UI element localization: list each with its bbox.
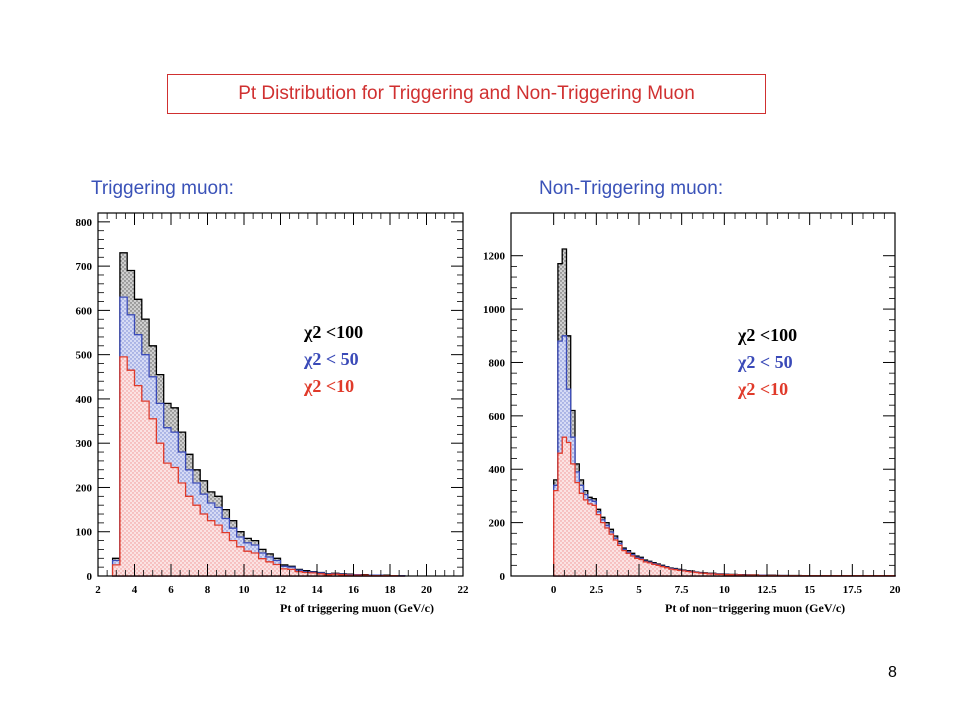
- legend-entry-chi10: χ2 <10: [737, 379, 788, 399]
- y-tick-label: 300: [76, 438, 93, 450]
- x-tick-label: 22: [458, 584, 470, 596]
- x-tick-label: 14: [312, 584, 324, 596]
- x-tick-label: 16: [348, 584, 360, 596]
- x-tick-label: 8: [205, 584, 211, 596]
- slide-title: Pt Distribution for Triggering and Non-T…: [167, 74, 766, 114]
- y-tick-label: 200: [489, 518, 506, 530]
- triggering-muon-chart: 0 100 200 300 400 500 600 700 800 2 4 6 8 10 12 14 16 18 2…: [76, 212, 470, 615]
- non-triggering-muon-chart: 0 200 400 600 800 1000 1200 0 2.5 5 7.5 10 12.5 15 17.…: [483, 212, 902, 615]
- x-tick-label: 18: [385, 584, 397, 596]
- x-tick-label: 2: [95, 584, 101, 596]
- page-number: 8: [888, 664, 897, 681]
- x-tick-label: 17.5: [843, 584, 863, 596]
- legend-entry-chi50: χ2 < 50: [737, 352, 793, 372]
- x-tick-label: 2.5: [589, 584, 603, 596]
- y-tick-label: 600: [489, 411, 506, 423]
- y-tick-label: 100: [76, 527, 93, 539]
- x-tick-label: 12.5: [757, 584, 777, 596]
- y-tick-label: 400: [76, 394, 93, 406]
- x-tick-label: 4: [132, 584, 138, 596]
- x-tick-label: 5: [636, 584, 642, 596]
- x-tick-label: 20: [890, 584, 902, 596]
- triggering-muon-heading: Triggering muon:: [91, 178, 234, 199]
- y-tick-label: 0: [500, 571, 506, 583]
- x-tick-label: 7.5: [675, 584, 689, 596]
- y-tick-label: 800: [489, 357, 506, 369]
- non-triggering-muon-heading: Non-Triggering muon:: [539, 178, 724, 199]
- x-tick-label: 0: [551, 584, 557, 596]
- x-axis-label: Pt of non−triggering muon (GeV/c): [665, 601, 845, 615]
- x-axis-label: Pt of triggering muon (GeV/c): [280, 601, 434, 615]
- y-tick-label: 1000: [483, 304, 506, 316]
- y-tick-label: 1200: [483, 251, 506, 263]
- x-tick-label: 10: [719, 584, 731, 596]
- histogram-series-chi10: [553, 436, 896, 577]
- x-tick-label: 6: [168, 584, 174, 596]
- histogram-series-chi10: [111, 356, 405, 577]
- y-tick-label: 200: [76, 482, 93, 494]
- y-tick-label: 700: [76, 261, 93, 273]
- y-tick-label: 500: [76, 350, 93, 362]
- y-tick-label: 600: [76, 305, 93, 317]
- y-tick-label: 0: [87, 571, 93, 583]
- y-tick-label: 800: [76, 217, 93, 229]
- legend-entry-chi100: χ2 <100: [303, 322, 363, 342]
- x-tick-label: 12: [275, 584, 287, 596]
- x-tick-label: 10: [239, 584, 251, 596]
- y-tick-label: 400: [489, 464, 506, 476]
- legend-entry-chi10: χ2 <10: [303, 376, 354, 396]
- x-tick-label: 15: [804, 584, 816, 596]
- legend-entry-chi50: χ2 < 50: [303, 349, 359, 369]
- x-tick-label: 20: [421, 584, 433, 596]
- legend-entry-chi100: χ2 <100: [737, 325, 797, 345]
